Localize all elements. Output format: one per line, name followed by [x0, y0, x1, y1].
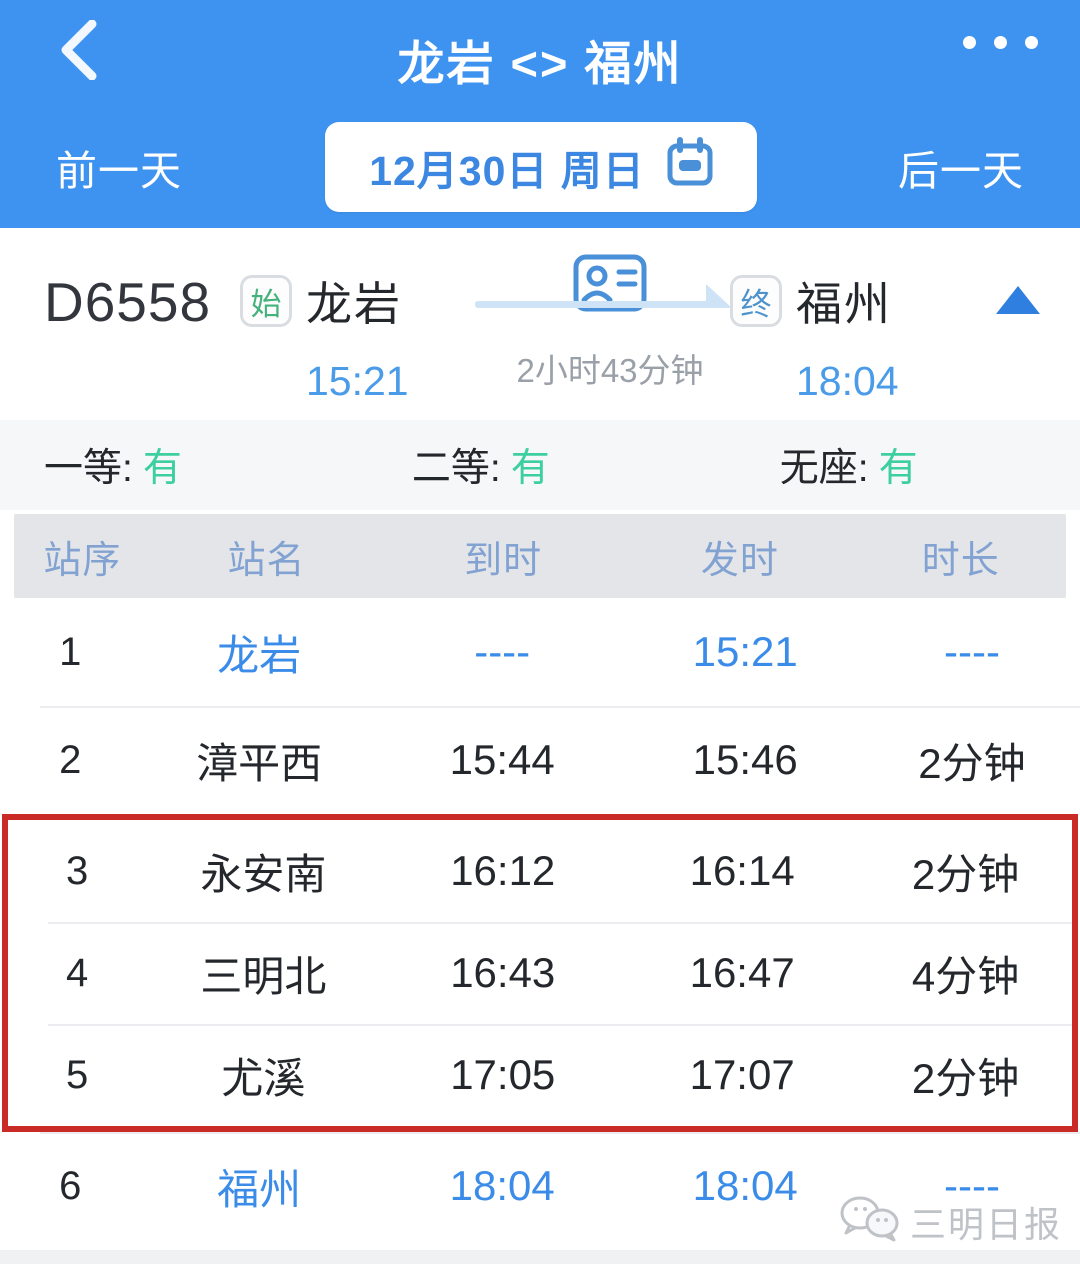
row-depart: 18:04 [692, 1162, 798, 1209]
origin-group: 始 龙岩 15:21 [240, 268, 409, 405]
id-card-icon [573, 254, 647, 317]
row-arrive: 16:43 [450, 949, 556, 996]
first-class-availability: 一等: 有 [44, 437, 182, 493]
next-day-button[interactable]: 后一天 [898, 148, 1024, 194]
row-stay: 2分钟 [918, 739, 1026, 787]
chevron-left-icon [58, 19, 98, 85]
row-seq: 3 [66, 848, 89, 893]
departure-time: 15:21 [306, 358, 409, 404]
date-label: 12月30日 周日 [369, 148, 645, 194]
row-station: 龙岩 [217, 631, 302, 679]
row-station: 永安南 [200, 850, 327, 898]
table-row: 5 尤溪 17:05 17:07 2分钟 [8, 1024, 1072, 1126]
trip-duration: 2小时43分钟 [516, 352, 704, 389]
timetable-header: 站序 站名 到时 发时 时长 [14, 514, 1066, 598]
watermark-text: 三明日报 [909, 1203, 1062, 1245]
nav-row: 龙岩 <> 福州 [0, 0, 1080, 100]
row-depart: 16:47 [689, 949, 795, 996]
arrival-time: 18:04 [796, 358, 899, 404]
row-stay: ---- [943, 628, 1000, 675]
row-arrive: 15:44 [449, 736, 555, 783]
row-arrive: ---- [474, 628, 531, 675]
date-selector-row: 前一天 12月30日 周日 后一天 [0, 122, 1080, 212]
train-detail-card: D6558 始 龙岩 15:21 [0, 228, 1080, 1250]
origin-station: 龙岩 [306, 278, 402, 330]
destination-group: 终 福州 18:04 [730, 268, 899, 405]
row-stay: ---- [943, 1162, 1000, 1209]
table-row: 2 漳平西 15:44 15:46 2分钟 [0, 706, 1080, 814]
row-depart: 17:07 [689, 1051, 795, 1098]
row-depart: 16:14 [689, 847, 795, 894]
row-stay: 2分钟 [911, 1054, 1020, 1102]
ellipsis-icon [994, 36, 1007, 49]
row-arrive: 17:05 [450, 1051, 556, 1098]
table-row: 6 福州 18:04 18:04 ---- [0, 1132, 1080, 1240]
wechat-bubbles-icon [838, 1191, 902, 1252]
row-stay: 2分钟 [911, 850, 1020, 898]
row-seq: 5 [66, 1052, 89, 1097]
date-picker-button[interactable]: 12月30日 周日 [325, 122, 757, 212]
table-row: 4 三明北 16:43 16:47 4分钟 [8, 922, 1072, 1024]
destination-station: 福州 [796, 278, 892, 330]
back-button[interactable] [48, 19, 108, 85]
header-seq: 站序 [43, 539, 122, 582]
journey-middle: 2小时43分钟 [475, 254, 732, 392]
row-seq: 4 [66, 950, 89, 995]
second-class-availability: 二等: 有 [412, 437, 550, 493]
row-arrive: 16:12 [450, 847, 556, 894]
table-row: 3 永安南 16:12 16:14 2分钟 [8, 820, 1072, 922]
watermark: 三明日报 [838, 1191, 1062, 1252]
page-title: 龙岩 <> 福州 [397, 36, 683, 90]
previous-day-button[interactable]: 前一天 [56, 148, 182, 194]
second-class-label: 二等: [411, 447, 501, 490]
header-duration: 时长 [921, 539, 1000, 582]
header-depart: 发时 [700, 539, 779, 582]
row-station: 漳平西 [196, 739, 323, 787]
timetable-rows: 1 龙岩 ---- 15:21 ---- 2 漳平西 15:44 15:46 2… [0, 598, 1080, 1240]
second-class-value: 有 [510, 447, 550, 490]
row-depart: 15:46 [692, 736, 798, 783]
train-summary: D6558 始 龙岩 15:21 [0, 228, 1080, 420]
seat-availability-row: 一等: 有 二等: 有 无座: 有 [0, 420, 1080, 510]
first-class-label: 一等: [44, 447, 133, 490]
calendar-icon [667, 137, 713, 197]
table-row: 1 龙岩 ---- 15:21 ---- [0, 598, 1080, 706]
row-stay: 4分钟 [911, 952, 1020, 1000]
ellipsis-icon [1025, 36, 1038, 49]
standing-label: 无座: [779, 447, 869, 490]
row-seq: 2 [59, 737, 82, 782]
row-arrive: 18:04 [449, 1162, 555, 1209]
journey-arrow [475, 254, 732, 314]
standing-availability: 无座: 有 [780, 437, 918, 493]
first-class-value: 有 [142, 447, 182, 490]
ellipsis-icon [963, 36, 976, 49]
highlight-red-box: 3 永安南 16:12 16:14 2分钟 4 三明北 16:43 16:47 … [2, 814, 1078, 1132]
train-number: D6558 [44, 271, 212, 333]
collapse-triangle-icon[interactable] [996, 286, 1040, 314]
row-seq: 1 [59, 629, 82, 674]
row-seq: 6 [59, 1163, 82, 1208]
standing-value: 有 [878, 447, 918, 490]
header-station: 站名 [227, 539, 306, 582]
more-menu-button[interactable] [963, 36, 1038, 49]
top-bar: 龙岩 <> 福州 前一天 12月30日 周日 后一天 [0, 0, 1080, 228]
row-station: 尤溪 [221, 1054, 306, 1102]
destination-badge: 终 [730, 275, 782, 327]
header-arrive: 到时 [464, 539, 543, 582]
row-depart: 15:21 [692, 628, 798, 675]
origin-badge: 始 [240, 275, 292, 327]
row-station: 福州 [217, 1165, 302, 1213]
row-station: 三明北 [200, 952, 327, 1000]
